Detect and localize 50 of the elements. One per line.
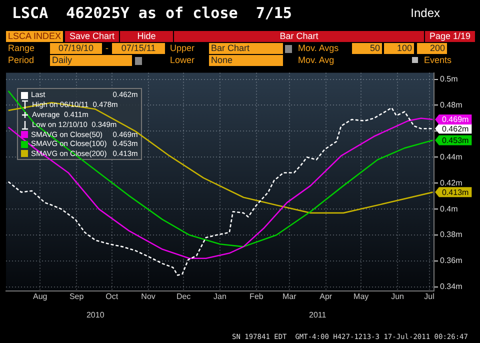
- text: Daily: [50, 55, 132, 66]
- y-tick-label: 0.5m: [440, 74, 458, 84]
- x-tick-label: Dec: [176, 292, 191, 301]
- y-tick-label: 0.4m: [440, 204, 458, 214]
- text: Mov. Avg: [297, 55, 336, 66]
- text: 100: [384, 43, 414, 54]
- text: 50: [352, 43, 382, 54]
- x-tick-label: Apr: [320, 292, 332, 301]
- text: Mov. Avgs: [297, 43, 340, 54]
- text: Period: [7, 55, 36, 66]
- text: Page 1/19: [425, 31, 475, 42]
- text: Events: [423, 55, 453, 66]
- data-label: 0.453m: [442, 136, 470, 145]
- text: Save Chart: [65, 31, 119, 42]
- x2-tick-label: 2010: [86, 310, 105, 320]
- x-tick-label: Jul: [424, 292, 435, 301]
- x-tick-label: Feb: [250, 292, 264, 301]
- text: 07/19/10: [50, 43, 102, 54]
- data-label: 0.413m: [442, 188, 470, 197]
- x-tick-label: Jun: [391, 292, 404, 301]
- text: LSCA INDEX: [6, 31, 63, 42]
- text: Bar Chart: [209, 43, 283, 54]
- text: 200: [417, 43, 447, 54]
- text: Upper: [169, 43, 196, 54]
- text: 07/15/11: [112, 43, 165, 54]
- y-tick-label: 0.44m: [440, 152, 463, 162]
- text: -: [104, 43, 110, 54]
- y-tick-label: 0.42m: [440, 178, 463, 188]
- text: Hide: [120, 31, 173, 42]
- text: Range: [7, 43, 36, 54]
- x-tick-label: Nov: [141, 292, 156, 301]
- x-tick-label: Oct: [106, 292, 119, 301]
- x-tick-label: Aug: [32, 292, 48, 301]
- y-tick-label: 0.48m: [440, 100, 463, 110]
- text: Lower: [169, 55, 196, 66]
- x-tick-label: Jan: [214, 292, 226, 301]
- x-tick-label: May: [354, 292, 369, 301]
- x-tick-label: Sep: [69, 292, 84, 301]
- data-label: 0.462m: [442, 124, 470, 134]
- data-label: 0.469m: [442, 115, 470, 124]
- chart-title: LSCA 462025Y as of close 7/15: [12, 4, 292, 22]
- y-tick-label: 0.34m: [440, 282, 463, 292]
- chart-subtitle: Index: [410, 6, 440, 20]
- y-tick-label: 0.36m: [440, 256, 463, 266]
- x2-tick-label: 2011: [308, 310, 327, 320]
- y-tick-label: 0.38m: [440, 230, 463, 240]
- text: None: [209, 55, 283, 66]
- text: Bar Chart: [174, 31, 424, 42]
- line-series: [8, 107, 434, 276]
- x-tick-label: Mar: [282, 292, 297, 301]
